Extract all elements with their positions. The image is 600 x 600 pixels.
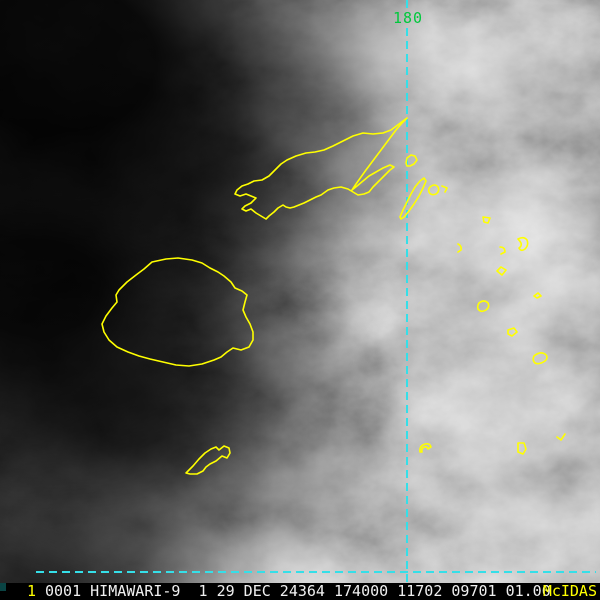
meridian-180-label: 180 — [393, 9, 424, 27]
coastline-viti-levu — [101, 257, 254, 367]
coastline-taveuni — [399, 177, 427, 220]
status-bar: 1 0001 HIMAWARI-9 1 29 DEC 24364 174000 … — [0, 583, 600, 600]
coastline-kadavu — [185, 445, 231, 475]
mcidas-brand: McIDAS — [542, 582, 597, 600]
frame-number: 1 — [27, 582, 37, 600]
coastline-rabi — [405, 154, 418, 167]
coastline-vanua-levu — [234, 117, 408, 220]
status-text: 0001 HIMAWARI-9 1 29 DEC 24364 174000 11… — [45, 582, 551, 600]
coastline-small-islands — [419, 184, 566, 455]
corner-mark — [0, 583, 6, 591]
